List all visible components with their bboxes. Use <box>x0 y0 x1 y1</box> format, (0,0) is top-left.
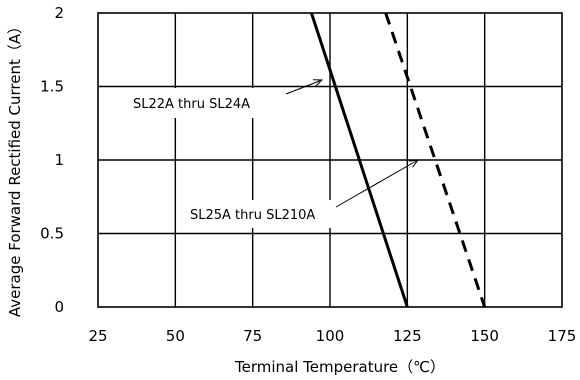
x-axis-label: Terminal Temperature（℃） <box>234 358 445 376</box>
annotation-arrow <box>285 79 323 95</box>
series-line <box>384 12 487 308</box>
y-tick-labels: 0 0.5 1 1.5 2 <box>40 4 64 316</box>
x-tick-label: 25 <box>88 327 107 345</box>
y-tick-label: 0.5 <box>40 225 64 243</box>
x-tick-label: 100 <box>316 327 345 345</box>
annotation-bg <box>178 200 346 228</box>
x-tick-label: 125 <box>393 327 422 345</box>
y-axis-label: Average Forward Rectified Current（A） <box>6 19 24 317</box>
x-tick-label: 50 <box>166 327 185 345</box>
series-line <box>310 12 409 308</box>
x-tick-label: 150 <box>470 327 499 345</box>
annotations: SL22A thru SL24A SL25A thru SL210A <box>118 79 420 228</box>
series-lines <box>310 12 487 308</box>
annotation-label: SL22A thru SL24A <box>133 97 250 112</box>
arrowhead <box>312 79 324 87</box>
x-tick-labels: 25 50 75 100 125 150 175 <box>88 327 576 345</box>
x-tick-label: 175 <box>548 327 577 345</box>
y-tick-label: 1 <box>54 151 64 169</box>
y-tick-label: 2 <box>54 4 64 22</box>
arrowhead <box>409 159 420 168</box>
annotation-label: SL25A thru SL210A <box>190 208 315 223</box>
y-tick-label: 0 <box>54 298 64 316</box>
y-tick-label: 1.5 <box>40 78 64 96</box>
horizontal-gridlines <box>98 85 562 235</box>
annotation-arrow <box>335 159 419 208</box>
annotation-bg <box>118 88 304 118</box>
x-tick-label: 75 <box>243 327 262 345</box>
